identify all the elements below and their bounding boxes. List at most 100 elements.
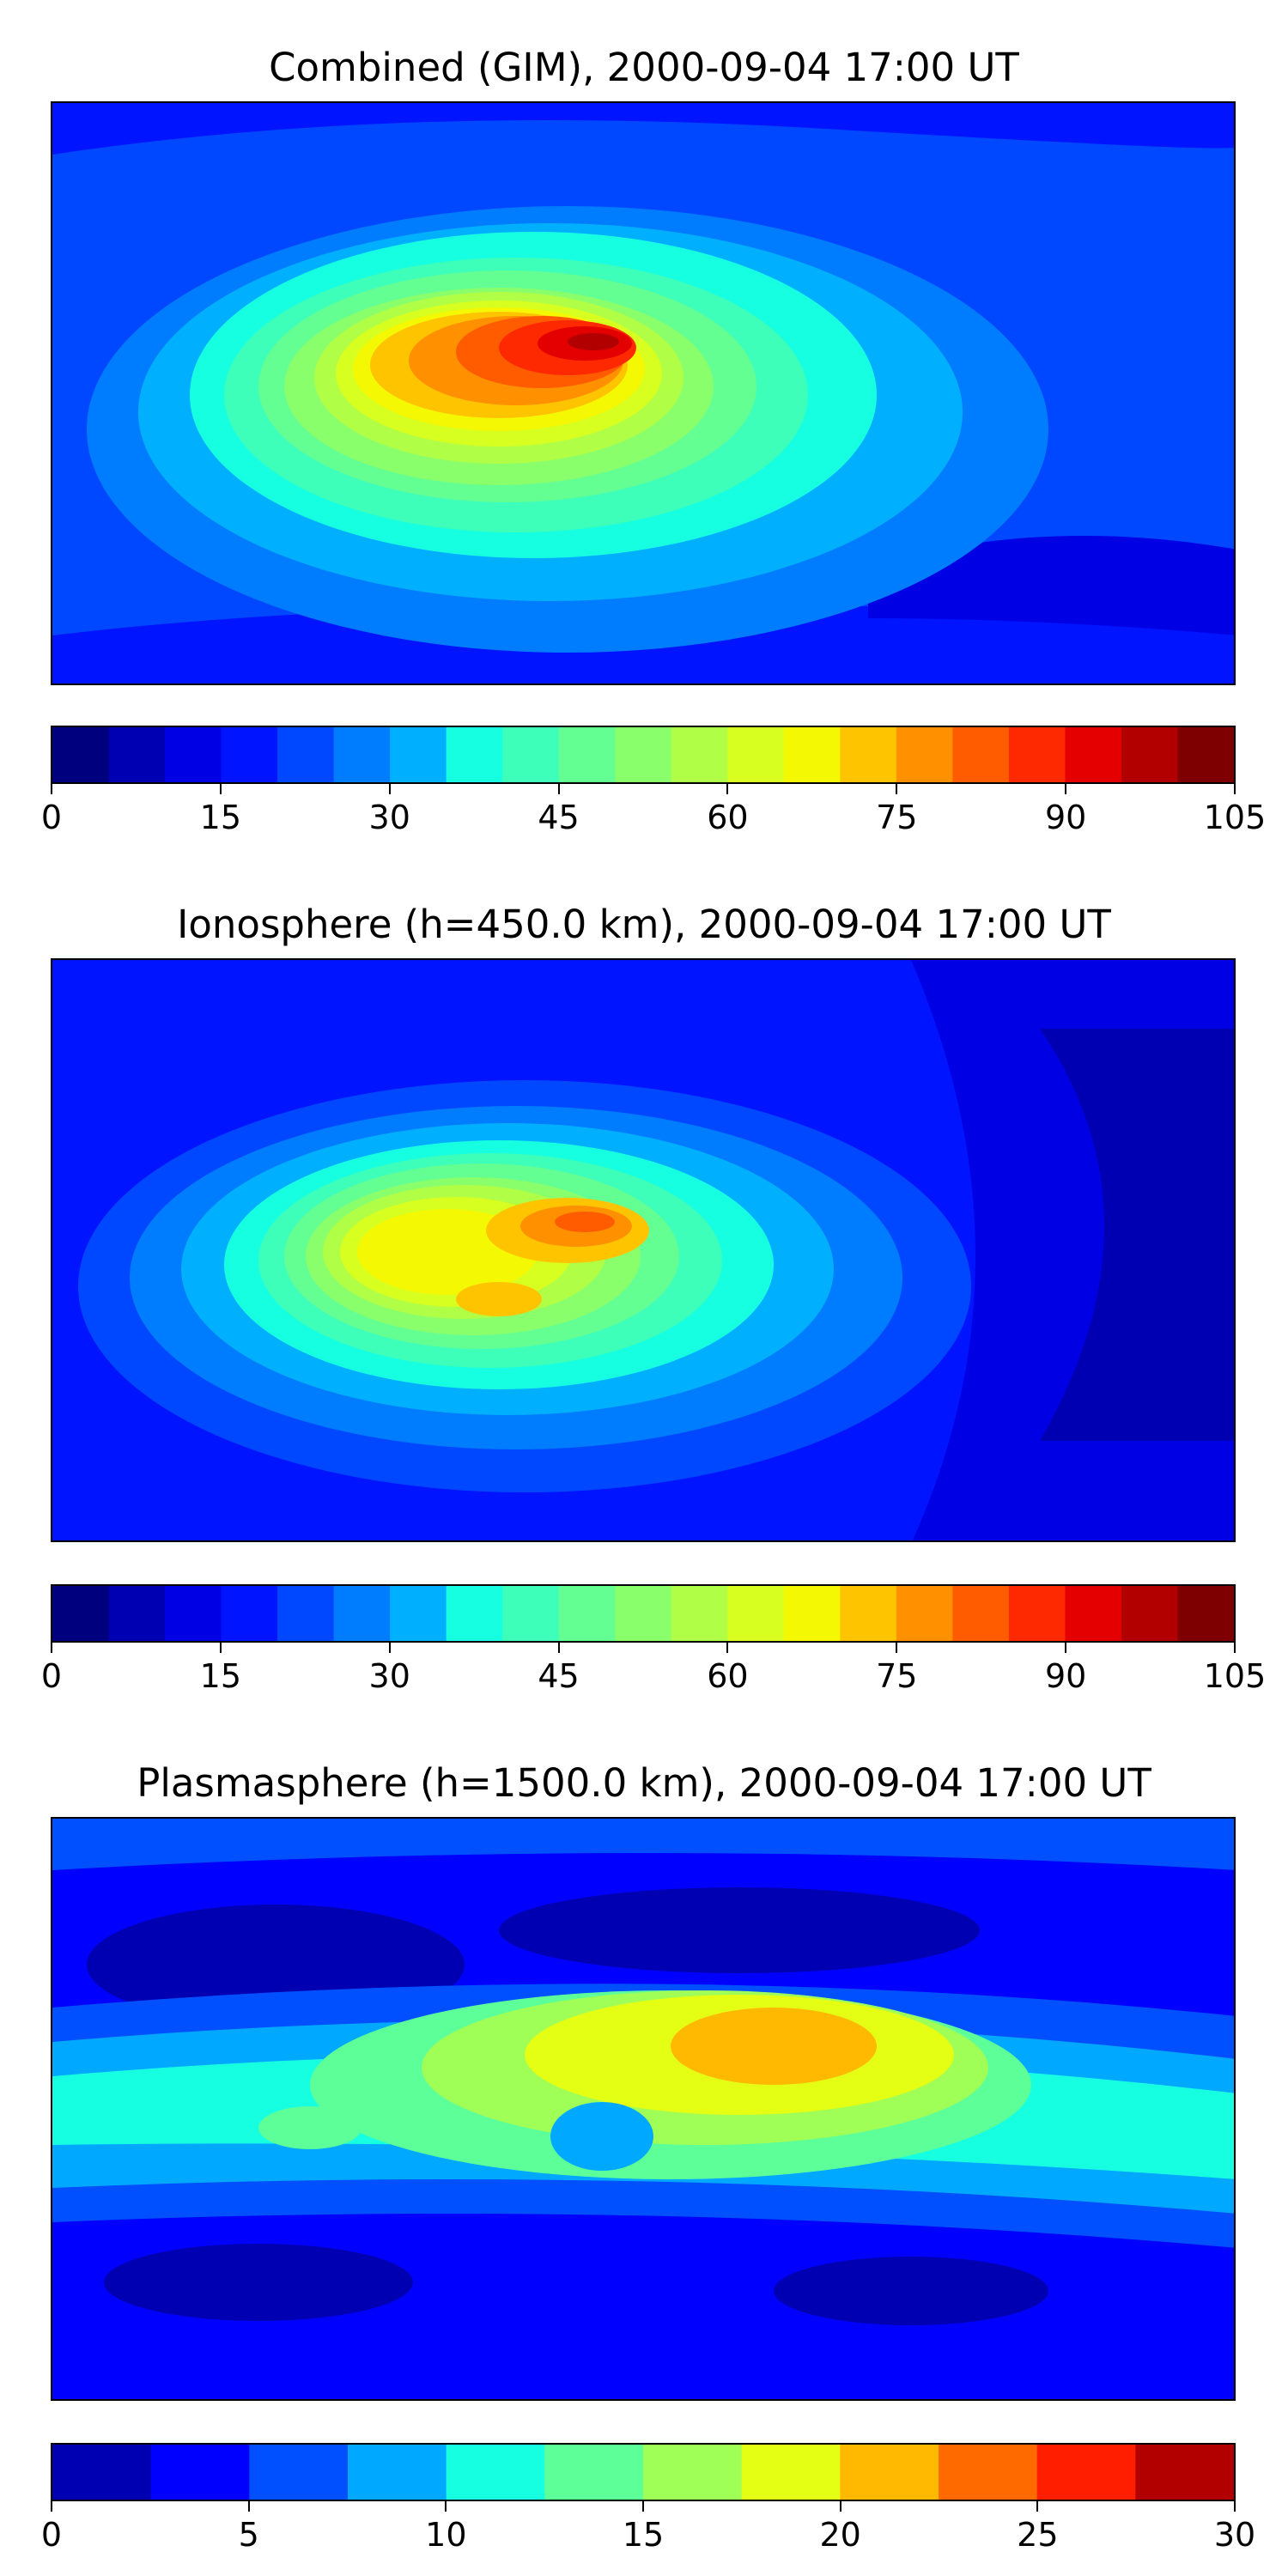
colorbar-tick — [51, 784, 52, 794]
colorbar-swatch — [333, 727, 391, 782]
colorbar-swatch — [1065, 727, 1122, 782]
colorbar-swatch — [671, 727, 728, 782]
colorbar-tick-label: 0 — [40, 2516, 63, 2554]
colorbar-tick-label: 30 — [368, 1657, 410, 1695]
colorbar-swatches-combined — [52, 727, 1234, 782]
colorbar-swatch — [896, 727, 953, 782]
colorbar-swatch — [52, 727, 110, 782]
map-plasmasphere — [51, 1817, 1236, 2401]
colorbar-tick-label: 30 — [368, 799, 410, 836]
colorbar-swatches-plasmasphere — [52, 2445, 1234, 2500]
colorbar-swatch — [783, 1586, 841, 1641]
colorbar-plasmasphere — [51, 2443, 1236, 2501]
colorbar-swatch — [952, 727, 1010, 782]
colorbar-tick-label: 105 — [1203, 1657, 1267, 1695]
colorbar-swatch — [939, 2445, 1038, 2500]
colorbar-swatch — [108, 727, 166, 782]
colorbar-tick-label: 105 — [1203, 799, 1267, 836]
colorbar-tick-label: 10 — [425, 2516, 467, 2554]
colorbar-tick — [247, 2501, 250, 2512]
colorbar-swatch — [896, 1586, 953, 1641]
colorbar-tick — [445, 2501, 447, 2512]
colorbar-swatch — [277, 1586, 335, 1641]
colorbar-tick — [557, 784, 560, 794]
colorbar-tick — [1234, 1643, 1236, 1653]
map-combined — [51, 101, 1236, 685]
colorbar-swatch — [1065, 1586, 1122, 1641]
colorbar-swatch — [727, 1586, 785, 1641]
colorbar-tick — [1065, 1643, 1067, 1653]
colorbar-swatch — [52, 2445, 152, 2500]
heatmap-plasmasphere — [52, 1819, 1234, 2399]
colorbar-swatch — [558, 1586, 616, 1641]
colorbar-ticklabels-plasmasphere: 0 5 10 15 20 25 30 — [41, 2516, 1255, 2559]
colorbar-swatch — [150, 2445, 250, 2500]
colorbar-tick — [896, 784, 898, 794]
colorbar-tick — [726, 1643, 729, 1653]
colorbar-swatch — [1036, 2445, 1136, 2500]
colorbar-swatch — [741, 2445, 841, 2500]
colorbar-swatch — [727, 727, 785, 782]
heatmap-combined — [52, 103, 1234, 683]
colorbar-tick-label: 30 — [1213, 2516, 1256, 2554]
colorbar-tick — [557, 1643, 560, 1653]
colorbar-swatch — [446, 2445, 545, 2500]
chart-title-plasmasphere: Plasmasphere (h=1500.0 km), 2000-09-04 1… — [137, 1760, 1151, 1806]
colorbar-tick — [219, 1643, 222, 1653]
colorbar-tick-label: 90 — [1044, 799, 1087, 836]
colorbar-swatch — [277, 727, 335, 782]
colorbar-tick — [51, 2501, 52, 2512]
colorbar-swatch — [502, 727, 560, 782]
colorbar-swatch — [348, 2445, 447, 2500]
colorbar-ionosphere — [51, 1584, 1236, 1643]
colorbar-tick — [1065, 784, 1067, 794]
colorbar-tick-label: 25 — [1017, 2516, 1059, 2554]
colorbar-swatch — [446, 1586, 503, 1641]
colorbar-swatch — [783, 727, 841, 782]
colorbar-swatch — [671, 1586, 728, 1641]
colorbar-tick — [388, 784, 391, 794]
colorbar-tick-label: 60 — [707, 1657, 749, 1695]
colorbar-swatch — [446, 727, 503, 782]
colorbar-tick-label: 0 — [40, 1657, 63, 1695]
colorbar-swatch — [390, 1586, 447, 1641]
colorbar-tick — [51, 1643, 52, 1653]
colorbar-swatch — [165, 1586, 222, 1641]
colorbar-tick-label: 60 — [707, 799, 749, 836]
colorbar-tick — [896, 1643, 898, 1653]
heatmap-ionosphere — [52, 960, 1234, 1540]
colorbar-tick — [726, 784, 729, 794]
colorbar-tick-label: 5 — [238, 2516, 259, 2554]
colorbar-swatch — [1008, 727, 1066, 782]
colorbar-tick-label: 15 — [199, 799, 242, 836]
colorbar-ticks-ionosphere — [51, 1643, 1236, 1653]
colorbar-swatch — [544, 2445, 644, 2500]
colorbar-swatch — [840, 727, 897, 782]
colorbar-ticklabels-ionosphere: 0 15 30 45 60 75 90 105 — [41, 1657, 1266, 1700]
colorbar-tick — [388, 1643, 391, 1653]
colorbar-swatch — [643, 2445, 743, 2500]
colorbar-swatch — [52, 1586, 110, 1641]
colorbar-swatches-ionosphere — [52, 1586, 1234, 1641]
colorbar-tick-label: 45 — [538, 799, 580, 836]
colorbar-swatch — [1177, 1586, 1234, 1641]
chart-title-ionosphere: Ionosphere (h=450.0 km), 2000-09-04 17:0… — [177, 902, 1111, 947]
colorbar-tick-label: 75 — [876, 799, 918, 836]
colorbar-tick — [219, 784, 222, 794]
colorbar-swatch — [1008, 1586, 1066, 1641]
colorbar-tick — [1234, 784, 1236, 794]
colorbar-swatch — [108, 1586, 166, 1641]
colorbar-swatch — [615, 727, 672, 782]
colorbar-swatch — [840, 1586, 897, 1641]
colorbar-swatch — [1135, 2445, 1234, 2500]
colorbar-swatch — [1121, 727, 1179, 782]
chart-title-combined: Combined (GIM), 2000-09-04 17:00 UT — [269, 45, 1019, 90]
colorbar-tick-label: 45 — [538, 1657, 580, 1695]
colorbar-ticks-plasmasphere — [51, 2501, 1236, 2512]
colorbar-swatch — [502, 1586, 560, 1641]
colorbar-ticklabels-combined: 0 15 30 45 60 75 90 105 — [41, 799, 1266, 841]
colorbar-tick — [1234, 2501, 1236, 2512]
map-ionosphere — [51, 958, 1236, 1542]
colorbar-swatch — [558, 727, 616, 782]
colorbar-swatch — [221, 1586, 278, 1641]
